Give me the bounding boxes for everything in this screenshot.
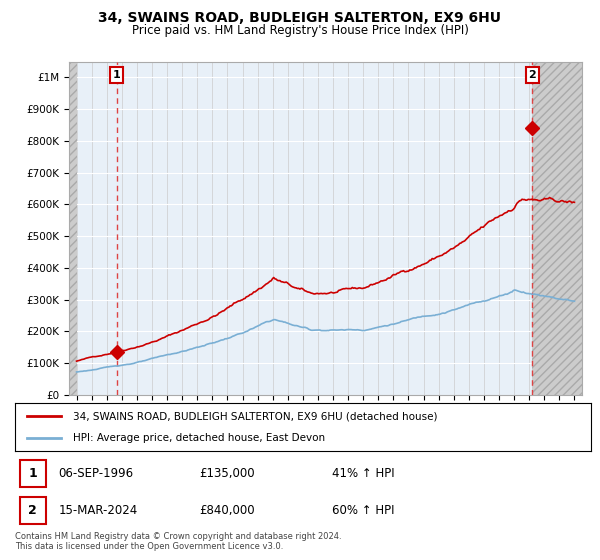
Text: 06-SEP-1996: 06-SEP-1996	[58, 466, 133, 480]
FancyBboxPatch shape	[20, 460, 46, 487]
FancyBboxPatch shape	[20, 497, 46, 524]
Text: HPI: Average price, detached house, East Devon: HPI: Average price, detached house, East…	[73, 433, 325, 443]
Bar	[532, 62, 582, 395]
Text: 60% ↑ HPI: 60% ↑ HPI	[332, 504, 394, 517]
Text: Price paid vs. HM Land Registry's House Price Index (HPI): Price paid vs. HM Land Registry's House …	[131, 24, 469, 36]
Text: This data is licensed under the Open Government Licence v3.0.: This data is licensed under the Open Gov…	[15, 542, 283, 551]
Text: 41% ↑ HPI: 41% ↑ HPI	[332, 466, 394, 480]
Text: £135,000: £135,000	[199, 466, 255, 480]
Bar	[69, 62, 77, 395]
Text: 2: 2	[529, 70, 536, 80]
Text: 1: 1	[113, 70, 121, 80]
Text: £840,000: £840,000	[199, 504, 255, 517]
Text: 15-MAR-2024: 15-MAR-2024	[58, 504, 137, 517]
Text: 34, SWAINS ROAD, BUDLEIGH SALTERTON, EX9 6HU: 34, SWAINS ROAD, BUDLEIGH SALTERTON, EX9…	[98, 11, 502, 25]
Text: Contains HM Land Registry data © Crown copyright and database right 2024.: Contains HM Land Registry data © Crown c…	[15, 532, 341, 541]
Text: 1: 1	[28, 466, 37, 480]
Text: 2: 2	[28, 504, 37, 517]
Text: 34, SWAINS ROAD, BUDLEIGH SALTERTON, EX9 6HU (detached house): 34, SWAINS ROAD, BUDLEIGH SALTERTON, EX9…	[73, 411, 437, 421]
